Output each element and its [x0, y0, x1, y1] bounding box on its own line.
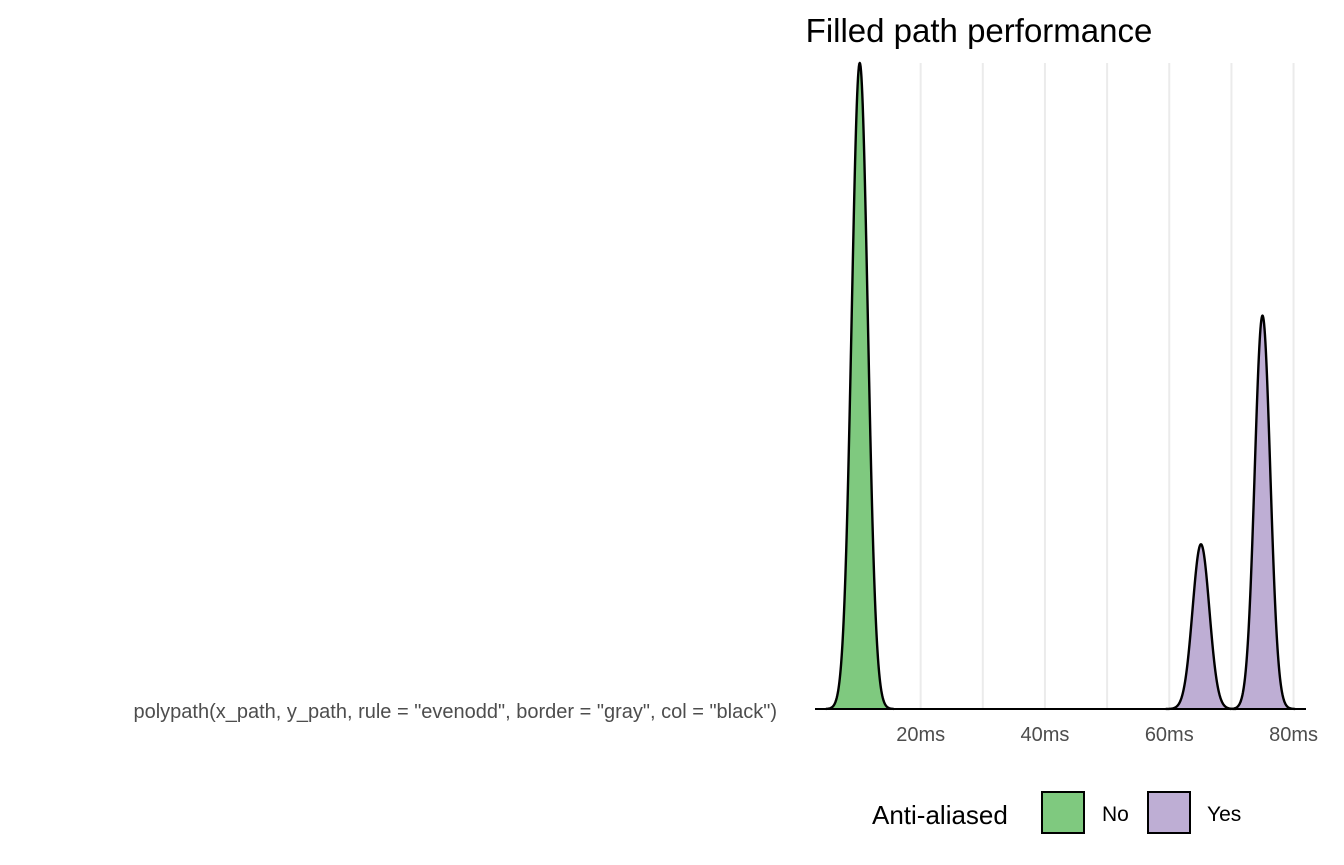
density-outline-yes-2	[1229, 314, 1296, 711]
density-area-yes-1	[1165, 544, 1237, 709]
x-tick-label-80: 80ms	[1269, 724, 1318, 746]
legend-key-no	[1041, 791, 1085, 834]
legend-title: Anti-aliased	[872, 800, 1008, 830]
legend-key-yes	[1147, 791, 1191, 834]
legend-label-no: No	[1102, 803, 1129, 826]
density-outline-yes-1	[1164, 543, 1237, 711]
density-outline-no-1	[825, 61, 895, 711]
x-tick-label-20: 20ms	[896, 724, 945, 746]
legend: Anti-aliased No Yes	[872, 791, 1241, 834]
chart-title: Filled path performance	[806, 12, 1153, 49]
legend-label-yes: Yes	[1207, 803, 1241, 826]
legend-items: No Yes	[1041, 791, 1241, 834]
x-axis-tick-labels: 20ms 40ms 60ms 80ms	[896, 724, 1318, 746]
y-category-label: polypath(x_path, y_path, rule = "evenodd…	[133, 701, 777, 723]
density-area-no-1	[825, 63, 894, 709]
density-ridges	[825, 61, 1296, 711]
x-tick-label-40: 40ms	[1021, 724, 1070, 746]
x-gridlines	[857, 63, 1295, 709]
density-area-yes-2	[1229, 315, 1296, 709]
x-tick-label-60: 60ms	[1145, 724, 1194, 746]
